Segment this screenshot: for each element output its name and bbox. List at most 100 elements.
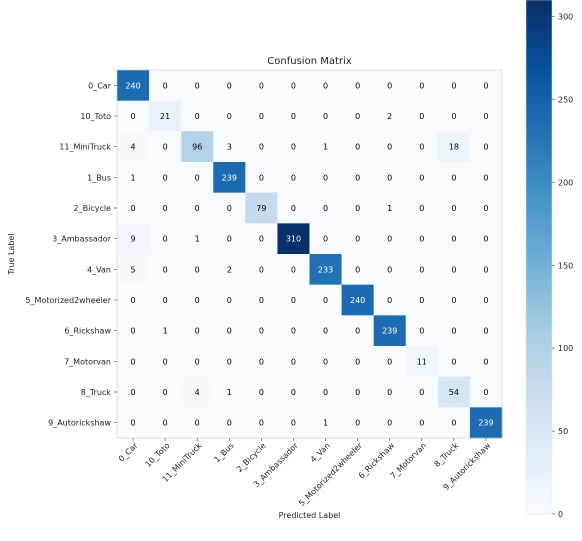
colorbar-segment [526,286,552,292]
heatmap-cell [437,346,471,378]
colorbar-tick-label: 0 [558,510,563,519]
heatmap-cell [405,192,439,224]
colorbar-segment [526,282,552,288]
heatmap-cell [373,376,407,408]
cell-value-label: 0 [259,296,264,305]
heatmap-cell [213,223,246,255]
cell-value-label: 0 [323,81,328,90]
heatmap-cell [373,346,407,378]
colorbar-segment [526,12,552,18]
x-tick-label: 4_Van [309,441,332,464]
heatmap-cell [405,100,439,132]
colorbar-segment [526,338,552,344]
cell-value-label: 0 [323,173,328,182]
colorbar-segment [526,325,552,331]
heatmap-cell [405,407,439,439]
heatmap-cell [469,223,503,255]
heatmap-cell [469,100,503,132]
colorbar-segment [526,98,552,104]
cell-value-label: 0 [163,265,168,274]
colorbar-segment [526,38,552,44]
colorbar-segment [526,398,552,404]
cell-value-label: 0 [227,357,232,366]
heatmap-cell [469,131,503,163]
cell-value-label: 0 [387,357,392,366]
cell-value-label: 0 [163,81,168,90]
colorbar-segment [526,124,552,130]
heatmap-cell [309,223,342,255]
colorbar-segment [526,454,552,459]
colorbar-segment [526,167,552,172]
cell-value-label: 0 [483,296,488,305]
colorbar-segment [526,359,552,365]
heatmap-cell [181,407,214,439]
heatmap-cell [469,284,503,316]
colorbar-segment [526,394,552,399]
colorbar-tick-label: 100 [558,344,573,353]
cell-value-label: 0 [195,357,200,366]
colorbar-segment [526,346,552,352]
colorbar-segment [526,415,552,421]
cell-value-label: 0 [451,81,456,90]
heatmap-cell [373,315,407,347]
heatmap-cell [309,192,342,224]
y-tick-label: 8_Truck [81,388,112,397]
colorbar-segment [526,94,552,100]
colorbar-segment [526,107,552,112]
colorbar-segment [526,184,552,190]
colorbar-segment [526,149,552,155]
cell-value-label: 0 [259,173,264,182]
cell-value-label: 310 [286,235,301,244]
heatmap-cell [117,100,150,132]
cell-value-label: 0 [195,112,200,121]
colorbar-segment [526,42,552,48]
heatmap-cell [245,100,278,132]
colorbar-segment [526,192,552,198]
cell-value-label: 0 [355,357,360,366]
heatmap-cell [245,70,278,102]
cell-value-label: 0 [259,419,264,428]
cell-value-label: 0 [323,357,328,366]
heatmap-cell [309,162,342,194]
heatmap-cell [117,131,150,163]
heatmap-cell [181,376,214,408]
colorbar-segment [526,218,552,224]
heatmap-cell [213,284,246,316]
cell-value-label: 0 [195,81,200,90]
colorbar-segment [526,265,552,271]
cell-value-label: 0 [483,357,488,366]
cell-value-label: 0 [195,296,200,305]
cell-value-label: 0 [163,204,168,213]
colorbar-segment [526,372,552,378]
cell-value-label: 0 [195,419,200,428]
y-tick-label: 10_Toto [80,112,111,121]
colorbar-segment [526,248,552,254]
colorbar-segment [526,81,552,87]
cell-value-label: 0 [387,173,392,182]
cell-value-label: 1 [323,419,328,428]
heatmap-cell [341,284,375,316]
colorbar-tick-label: 200 [558,178,573,187]
colorbar-segment [526,119,552,125]
cell-value-label: 239 [478,419,493,428]
colorbar-segment [526,389,552,395]
heatmap-cell [341,376,375,408]
heatmap-cell [469,162,503,194]
cell-value-label: 0 [387,235,392,244]
colorbar-segment [526,316,552,322]
heatmap-cell [469,192,503,224]
y-tick-label: 3_Ambassador [52,235,112,244]
heatmap-cell [341,131,375,163]
heatmap-cell [181,100,214,132]
heatmap-cell [341,223,375,255]
plot-frame [116,69,503,439]
colorbar-segment [526,466,552,472]
cell-value-label: 240 [350,296,365,305]
heatmap-cell [437,131,471,163]
heatmap-cell [277,346,310,378]
cell-value-label: 21 [160,112,170,121]
colorbar-segment [526,274,552,280]
cell-value-label: 0 [387,296,392,305]
heatmap-cell [405,346,439,378]
colorbar-segment [526,441,552,447]
